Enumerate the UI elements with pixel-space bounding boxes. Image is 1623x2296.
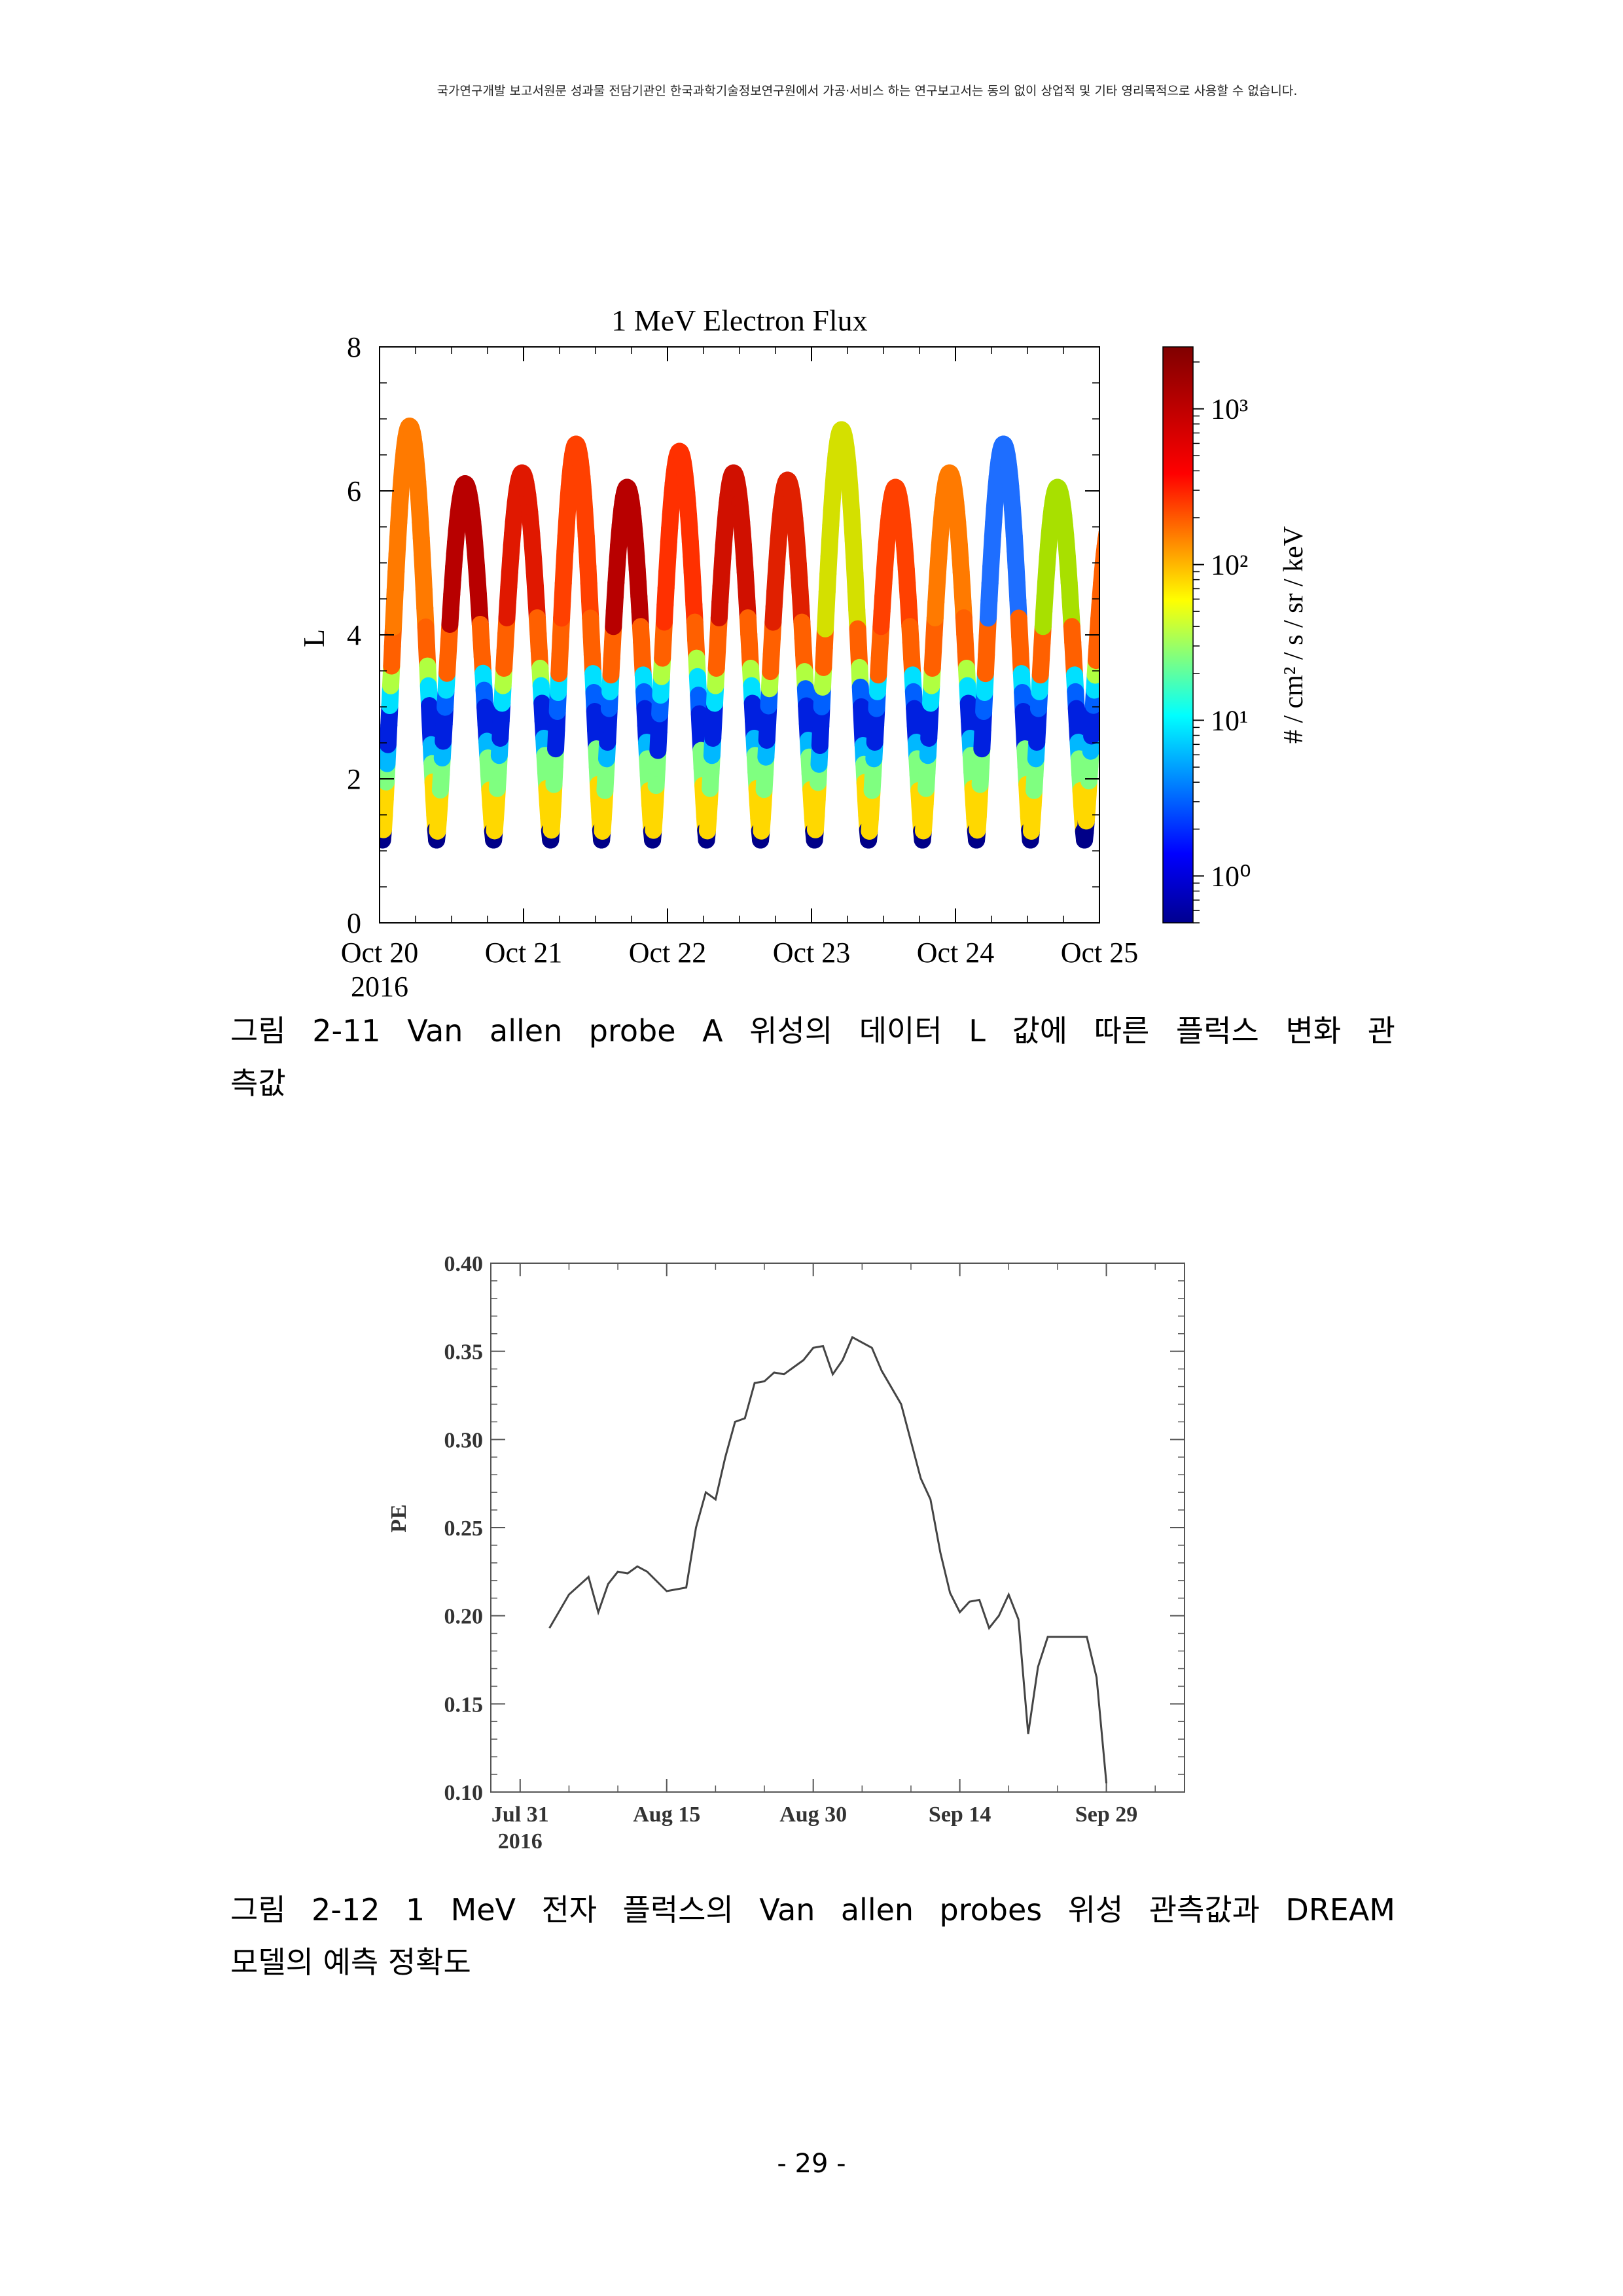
flux-segment (1118, 554, 1119, 562)
chart1-ytick-label: 8 (347, 331, 361, 363)
colorbar-tick-label: 10⁰ (1211, 860, 1251, 892)
orbit-pass-1 (428, 475, 503, 849)
flux-segment (1130, 721, 1131, 736)
figure1-caption-line2: 측값 (230, 1066, 286, 1101)
orbit-pass-0 (380, 418, 446, 849)
chart1-axes: 0 2 4 6 8 Oct 20 Oct 21 Oct 22 Oct 23 Oct 24 Oct 2… (341, 331, 1139, 1003)
colorbar (1162, 346, 1194, 924)
colorbar-label: # / cm² / s / sr / keV (1279, 526, 1309, 744)
flux-segment (1115, 528, 1116, 533)
orbit-pass-8 (806, 421, 878, 849)
chart2-xtick-label: Aug 15 (633, 1803, 700, 1827)
chart1-ytick-label: 2 (347, 763, 361, 795)
chart1-year-label: 2016 (351, 971, 408, 1003)
orbit-pass-2 (485, 464, 560, 849)
chart2-xtick-label: Sep 29 (1075, 1803, 1137, 1827)
flux-segment (1120, 573, 1121, 583)
orbit-pass-6 (698, 464, 770, 849)
flux-segment (1096, 539, 1099, 561)
colorbar-tick-label: 10¹ (1211, 704, 1248, 736)
flux-segment (1110, 520, 1111, 522)
chart1-xtick-label: Oct 23 (773, 937, 851, 969)
chart1-xtick-label: Oct 24 (917, 937, 995, 969)
flux-segment (1108, 525, 1109, 529)
orbit-pass-4 (593, 478, 662, 849)
chart2-ytick-label: 0.15 (444, 1693, 484, 1717)
flux-segment (1114, 525, 1115, 529)
chart2-ytick-label: 0.30 (444, 1428, 484, 1452)
flux-segment (1123, 606, 1124, 619)
flux-segment (1122, 594, 1123, 606)
page-number: - 29 - (777, 2149, 846, 2179)
chart2-year-label: 2016 (498, 1829, 543, 1854)
chart2-ytick-label: 0.10 (444, 1781, 484, 1805)
chart2-xtick-label: Aug 30 (779, 1803, 847, 1827)
colorbar-tick-label: 10³ (1211, 393, 1248, 425)
chart1-ytick-label: 6 (347, 475, 361, 507)
chart1-xtick-label: Oct 25 (1061, 937, 1139, 969)
orbit-pass-11 (968, 435, 1039, 849)
flux-segment (1117, 539, 1118, 547)
chart1-xtick-label: Oct 20 (341, 937, 419, 969)
figure2-caption-line1: 그림 2-12 1 MeV 전자 플럭스의 Van allen probes 위… (230, 1892, 1395, 1928)
chart2-ytick-label: 0.20 (444, 1605, 484, 1629)
orbit-pass-5 (644, 442, 715, 849)
flux-segment (1135, 808, 1136, 821)
chart2-ytick-label: 0.25 (444, 1516, 484, 1541)
electron-flux-figure: 1 MeV Electron Flux 0 2 4 6 8 Oct 20 Oct 21 Oct… (297, 304, 1309, 1003)
flux-segment (1124, 619, 1125, 632)
chart2-ytick-label: 0.35 (444, 1340, 484, 1365)
flux-segment (1127, 660, 1128, 675)
flux-segment (1121, 583, 1122, 594)
flux-segment (1128, 690, 1129, 705)
figure1-caption-line1: 그림 2-11 Van allen probe A 위성의 데이터 L 값에 따… (230, 1013, 1395, 1049)
orbit-pass-10 (914, 464, 986, 849)
figure2-caption: 그림 2-12 1 MeV 전자 플럭스의 Van allen probes 위… (230, 1884, 1395, 1988)
flux-segment (1137, 832, 1138, 840)
chart2-axes: 0.10 0.15 0.20 0.25 0.30 0.35 0.40 Jul 31 Aug 15… (444, 1252, 1185, 1854)
orbit-pass-12 (1022, 478, 1094, 849)
flux-segment (1094, 547, 1099, 571)
copyright-notice: 국가연구개발 보고서원문 성과물 전담기관인 한국과학기술정보연구원에서 가공·… (437, 84, 1298, 98)
orbit-pass-99 (1076, 520, 1138, 849)
colorbar-ticks: 10⁰ 10¹ 10² 10³ (1193, 361, 1251, 924)
flux-segment (1125, 632, 1126, 646)
orbit-pass-3 (542, 435, 611, 849)
flux-segment (1097, 529, 1099, 545)
chart1-plot-area (380, 418, 1138, 849)
chart2-frame (490, 1263, 1185, 1793)
flux-segment (1113, 522, 1114, 524)
flux-segment (1132, 751, 1133, 766)
orbit-pass-9 (860, 478, 931, 849)
flux-segment (1134, 781, 1135, 795)
flux-segment (1096, 533, 1099, 552)
colorbar-tick-label: 10² (1211, 549, 1248, 581)
pe-series-line (548, 1335, 1108, 1784)
chart2-xtick-label: Sep 14 (929, 1803, 991, 1827)
chart1-ytick-label: 4 (347, 619, 361, 651)
figure2-caption-line2: 모델의 예측 정확도 (230, 1945, 471, 1980)
chart1-ylabel: L (297, 629, 330, 647)
figure1-caption: 그림 2-11 Van allen probe A 위성의 데이터 L 값에 따… (230, 1005, 1395, 1109)
chart1-xtick-label: Oct 22 (629, 937, 707, 969)
flux-segment (1093, 564, 1099, 592)
chart2-xtick-label: Jul 31 (491, 1803, 549, 1827)
chart1-title: 1 MeV Electron Flux (611, 304, 867, 337)
prediction-efficiency-figure: 0.10 0.15 0.20 0.25 0.30 0.35 0.40 Jul 31 Aug 15… (387, 1252, 1185, 1854)
chart2-ytick-label: 0.40 (444, 1252, 484, 1276)
orbit-pass-7 (752, 471, 823, 849)
chart1-xtick-label: Oct 21 (485, 937, 563, 969)
chart1-ytick-label: 0 (347, 907, 361, 939)
chart2-ylabel: PE (387, 1504, 411, 1532)
